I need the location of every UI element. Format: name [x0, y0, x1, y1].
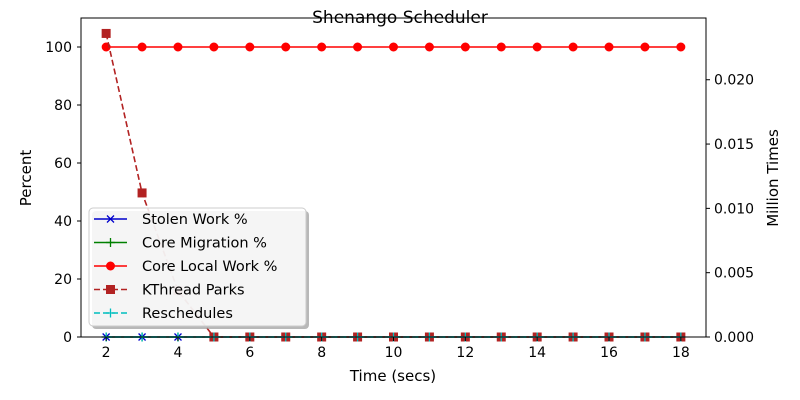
legend-marker	[106, 285, 115, 294]
y-right-tick-label: 0.005	[714, 266, 754, 282]
x-tick-label: 12	[456, 345, 474, 361]
x-axis-title: Time (secs)	[349, 367, 436, 385]
data-point	[424, 42, 434, 52]
data-point	[209, 42, 219, 52]
x-tick-label: 6	[245, 345, 254, 361]
x-tick-label: 10	[385, 345, 403, 361]
data-point	[676, 42, 686, 52]
legend-label: KThread Parks	[142, 283, 245, 299]
legend-box	[88, 207, 307, 327]
data-point	[568, 42, 578, 52]
chart-title: Shenango Scheduler	[312, 8, 488, 28]
y-left-tick-label: 0	[63, 330, 72, 346]
y-right-tick-label: 0.020	[714, 73, 754, 89]
axes-layer: 2 4 6 8 10 12 14 16 18 0 20 40 60 80 100 0.000 0.005 0.01…	[45, 40, 754, 361]
y-right-tick-label: 0.015	[714, 137, 754, 153]
legend: Stolen Work % Core Migration % Core Local …	[88, 207, 309, 329]
x-tick-label: 14	[528, 345, 546, 361]
data-point	[532, 42, 542, 52]
y-left-axis-title: Percent	[17, 150, 35, 207]
data-point	[353, 42, 363, 52]
legend-entry: Reschedules	[94, 306, 233, 322]
legend-marker	[106, 238, 115, 247]
x-tick-label: 16	[600, 345, 618, 361]
legend-marker	[106, 308, 115, 318]
data-point	[281, 42, 291, 52]
data-point	[604, 42, 614, 52]
data-point	[389, 42, 398, 52]
data-point	[460, 42, 470, 52]
legend-entry: KThread Parks	[94, 283, 245, 299]
data-point	[137, 42, 147, 52]
x-tick-label: 4	[174, 345, 183, 361]
data-point	[496, 42, 506, 52]
legend-label: Stolen Work %	[142, 212, 248, 228]
y-left-tick-label: 60	[54, 156, 72, 172]
y-right-axis-title: Million Times	[764, 129, 782, 227]
legend-marker	[106, 261, 115, 271]
x-tick-label: 2	[102, 345, 111, 361]
data-point	[245, 42, 255, 52]
x-tick-label: 18	[672, 345, 690, 361]
data-point	[101, 28, 111, 38]
legend-label: Core Local Work %	[142, 259, 277, 275]
data-point	[173, 42, 183, 52]
data-point	[137, 188, 147, 198]
data-point	[640, 42, 650, 52]
y-right-tick-label: 0.000	[714, 330, 754, 346]
y-left-tick-label: 40	[54, 214, 72, 230]
series-core-local-work	[101, 42, 686, 52]
y-left-tick-label: 100	[45, 40, 72, 56]
legend-entry: Stolen Work %	[94, 212, 248, 228]
legend-marker	[106, 215, 115, 223]
legend-label: Core Migration %	[142, 236, 267, 252]
legend-label: Reschedules	[142, 306, 233, 322]
y-left-tick-label: 20	[54, 272, 72, 288]
legend-entry: Core Local Work %	[94, 259, 277, 275]
y-left-tick-label: 80	[54, 98, 72, 114]
y-right-tick-label: 0.010	[714, 201, 754, 217]
data-point	[317, 42, 327, 52]
legend-entry: Core Migration %	[94, 236, 267, 252]
x-tick-label: 8	[317, 345, 326, 361]
